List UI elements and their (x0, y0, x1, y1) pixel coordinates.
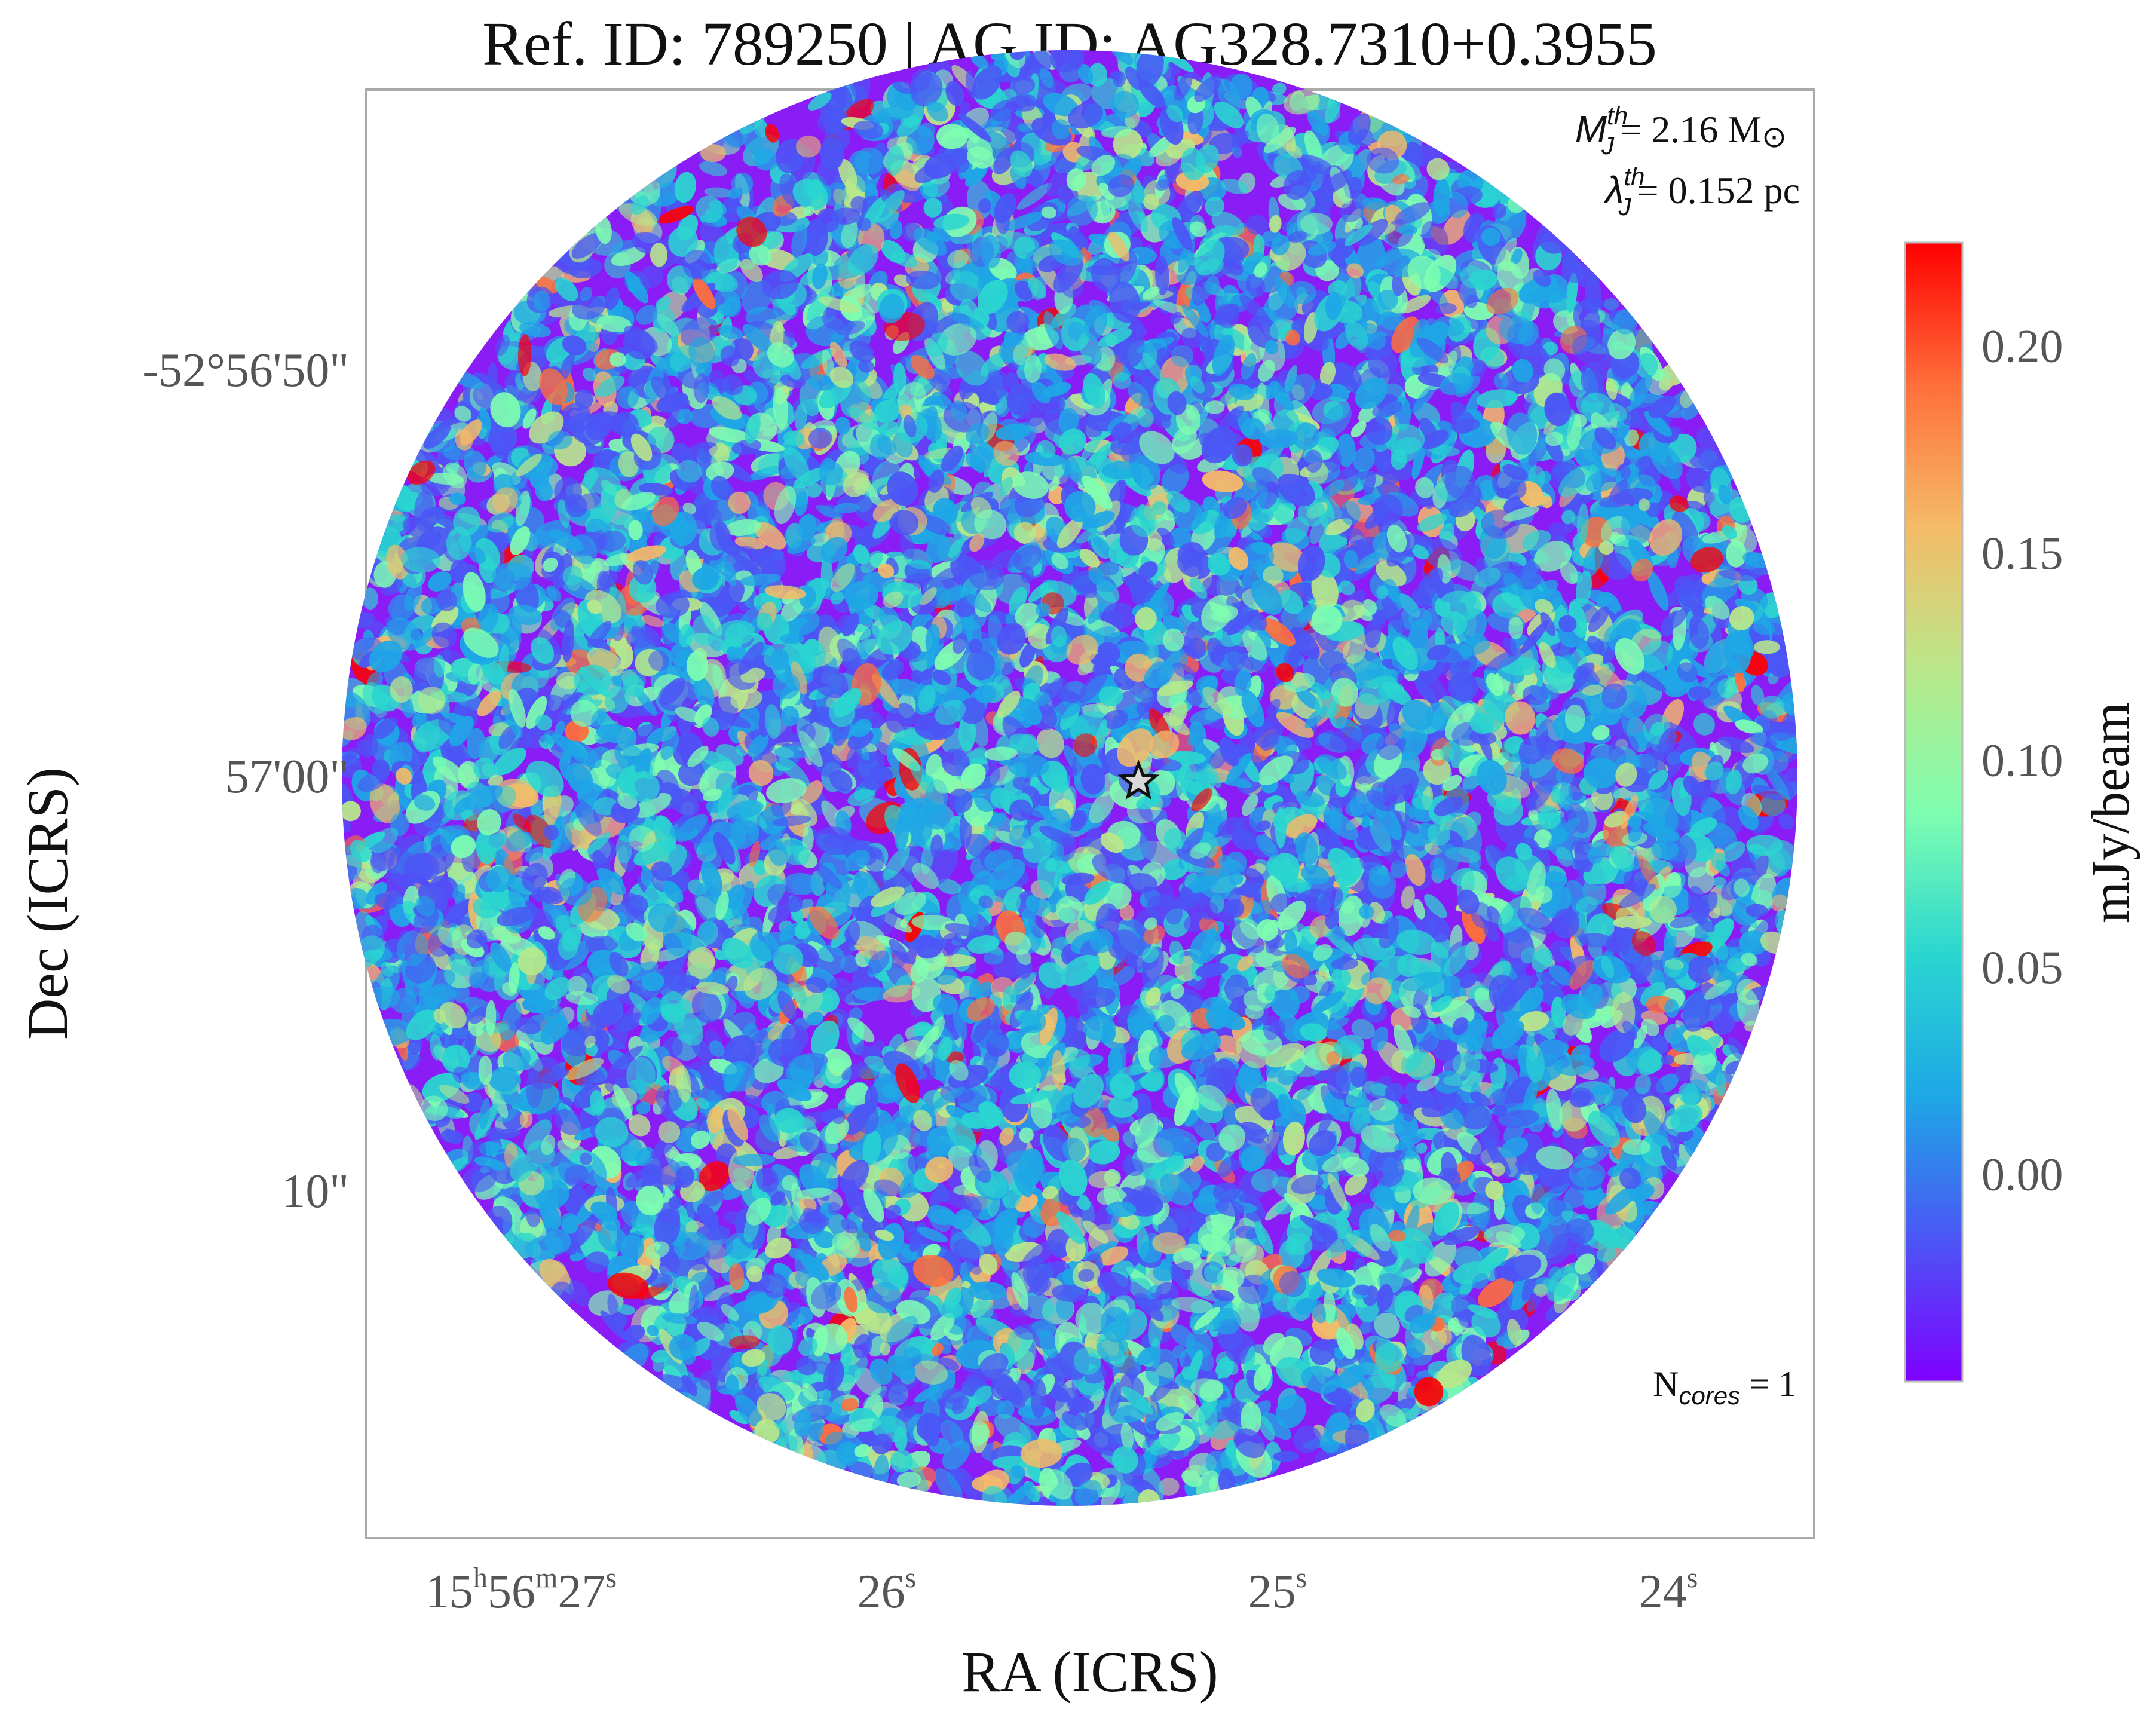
noise-blob (428, 571, 452, 592)
map-field (342, 50, 1797, 1506)
noise-blob (1603, 298, 1619, 311)
map-noise (342, 50, 1797, 1506)
noise-blob (729, 1410, 749, 1425)
noise-blob (709, 370, 724, 382)
